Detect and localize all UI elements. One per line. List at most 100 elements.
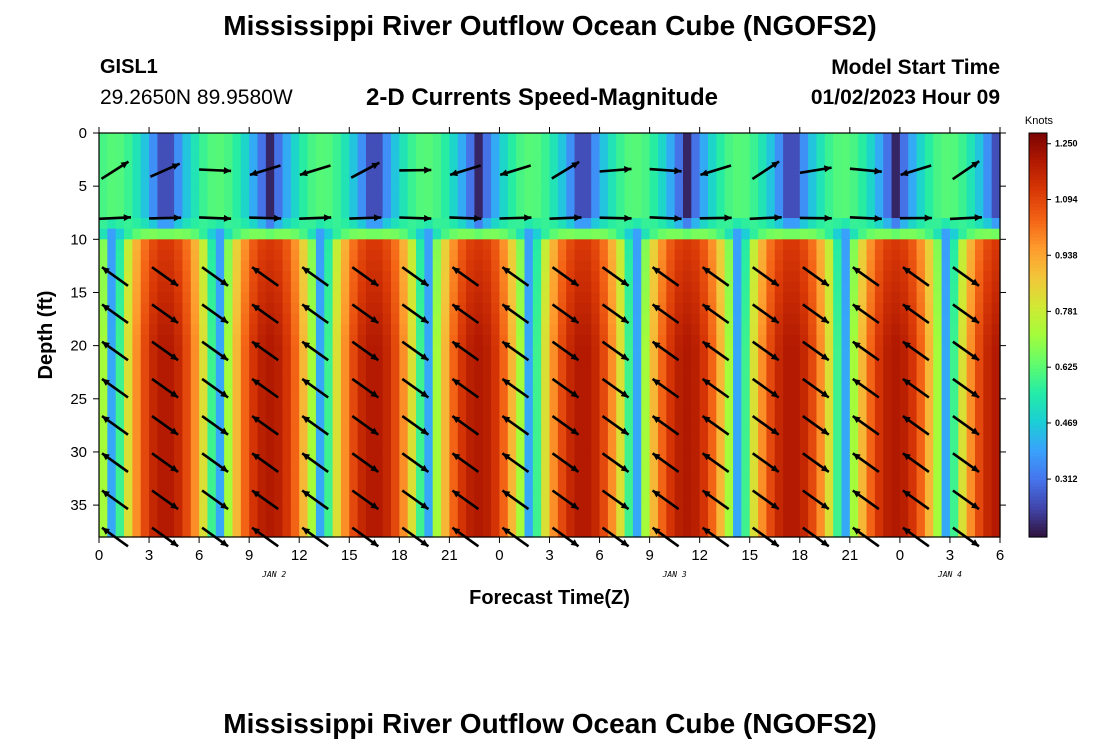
heatmap-cell [207,335,217,347]
heatmap-cell [908,441,918,453]
heatmap-cell [974,388,984,400]
heatmap-cell [699,164,709,177]
current-vector-arrow [751,303,780,325]
heatmap-cell [340,324,350,336]
heatmap-cell [157,483,167,496]
heatmap-cell [566,143,576,155]
heatmap-cell [299,281,309,294]
heatmap-cell [908,313,918,325]
heatmap-cell [891,239,901,251]
current-vector-arrow [249,164,281,177]
heatmap-cell [199,430,209,442]
heatmap-cell [115,409,125,421]
heatmap-cell [891,143,901,155]
heatmap-cell [808,515,818,527]
heatmap-cell [99,345,108,357]
heatmap-cell [991,218,1001,230]
heatmap-cell [549,441,559,453]
heatmap-cell [382,133,392,145]
heatmap-cell [332,154,342,166]
heatmap-cell [482,430,492,442]
heatmap-cell [649,430,659,442]
heatmap-cell [416,398,425,411]
heatmap-cell [115,324,125,336]
heatmap-cell [374,420,384,432]
heatmap-cell [966,133,976,145]
heatmap-cell [899,281,909,294]
heatmap-cell [499,388,509,400]
heatmap-cell [407,473,417,485]
heatmap-cell [866,388,876,400]
heatmap-cell [499,398,509,411]
colorbar-segment [1029,392,1047,397]
heatmap-cell [274,133,284,145]
heatmap-cell [724,515,734,527]
heatmap-cell [657,335,667,347]
heatmap-cell [866,409,876,421]
heatmap-cell [207,526,217,538]
heatmap-cell [933,196,943,209]
heatmap-cell [908,420,918,432]
heatmap-cell [315,133,325,145]
heatmap-cell [524,143,534,155]
current-vector-arrow [301,377,329,399]
heatmap-cell [858,345,868,357]
heatmap-cell [491,196,501,209]
heatmap-cell [691,218,701,230]
heatmap-cell [324,388,334,400]
heatmap-cell [282,494,292,506]
heatmap-cell [324,366,334,379]
heatmap-cell [724,356,734,368]
heatmap-cell [257,292,267,304]
heatmap-cell [449,398,459,411]
heatmap-cell [599,239,609,251]
heatmap-cell [249,377,259,389]
heatmap-cell [491,409,501,421]
heatmap-cell [941,473,951,485]
heatmap-cell [399,186,409,198]
heatmap-cell [274,271,284,283]
heatmap-cell [140,260,150,272]
current-vector-arrow [649,167,682,175]
heatmap-cell [799,133,809,145]
heatmap-cell [399,356,409,368]
heatmap-cell [974,377,984,389]
heatmap-cell [849,335,859,347]
heatmap-cell [549,366,559,379]
heatmap-cell [324,483,334,496]
heatmap-cell [449,164,459,177]
current-vector-arrow [902,452,930,473]
heatmap-cell [766,313,776,325]
heatmap-cell [157,366,167,379]
heatmap-cell [390,186,400,198]
heatmap-cell [824,292,834,304]
heatmap-cell [499,143,509,155]
heatmap-cell [357,313,367,325]
colorbar-label: 0.938 [1055,250,1078,260]
heatmap-cell [157,313,167,325]
heatmap-cell [99,260,108,272]
heatmap-cell [758,345,767,357]
heatmap-cell [641,303,651,315]
heatmap-cell [232,154,242,166]
heatmap-cell [666,398,676,411]
heatmap-cell [716,271,726,283]
heatmap-cell [265,335,275,347]
heatmap-cell [299,218,309,230]
heatmap-cell [357,430,367,442]
heatmap-cell [365,345,375,357]
heatmap-cell [274,303,284,315]
heatmap-cell [240,526,250,538]
heatmap-cell [607,154,617,166]
heatmap-cell [124,186,133,198]
heatmap-cell [974,249,984,262]
current-vector-arrow [301,415,329,436]
colorbar-segment [1029,311,1047,316]
heatmap-cell [891,154,901,166]
heatmap-cell [165,430,175,442]
heatmap-cell [307,398,317,411]
heatmap-cell [774,164,784,177]
heatmap-cell [207,143,217,155]
heatmap-cell [165,239,175,251]
heatmap-cell [457,175,467,187]
